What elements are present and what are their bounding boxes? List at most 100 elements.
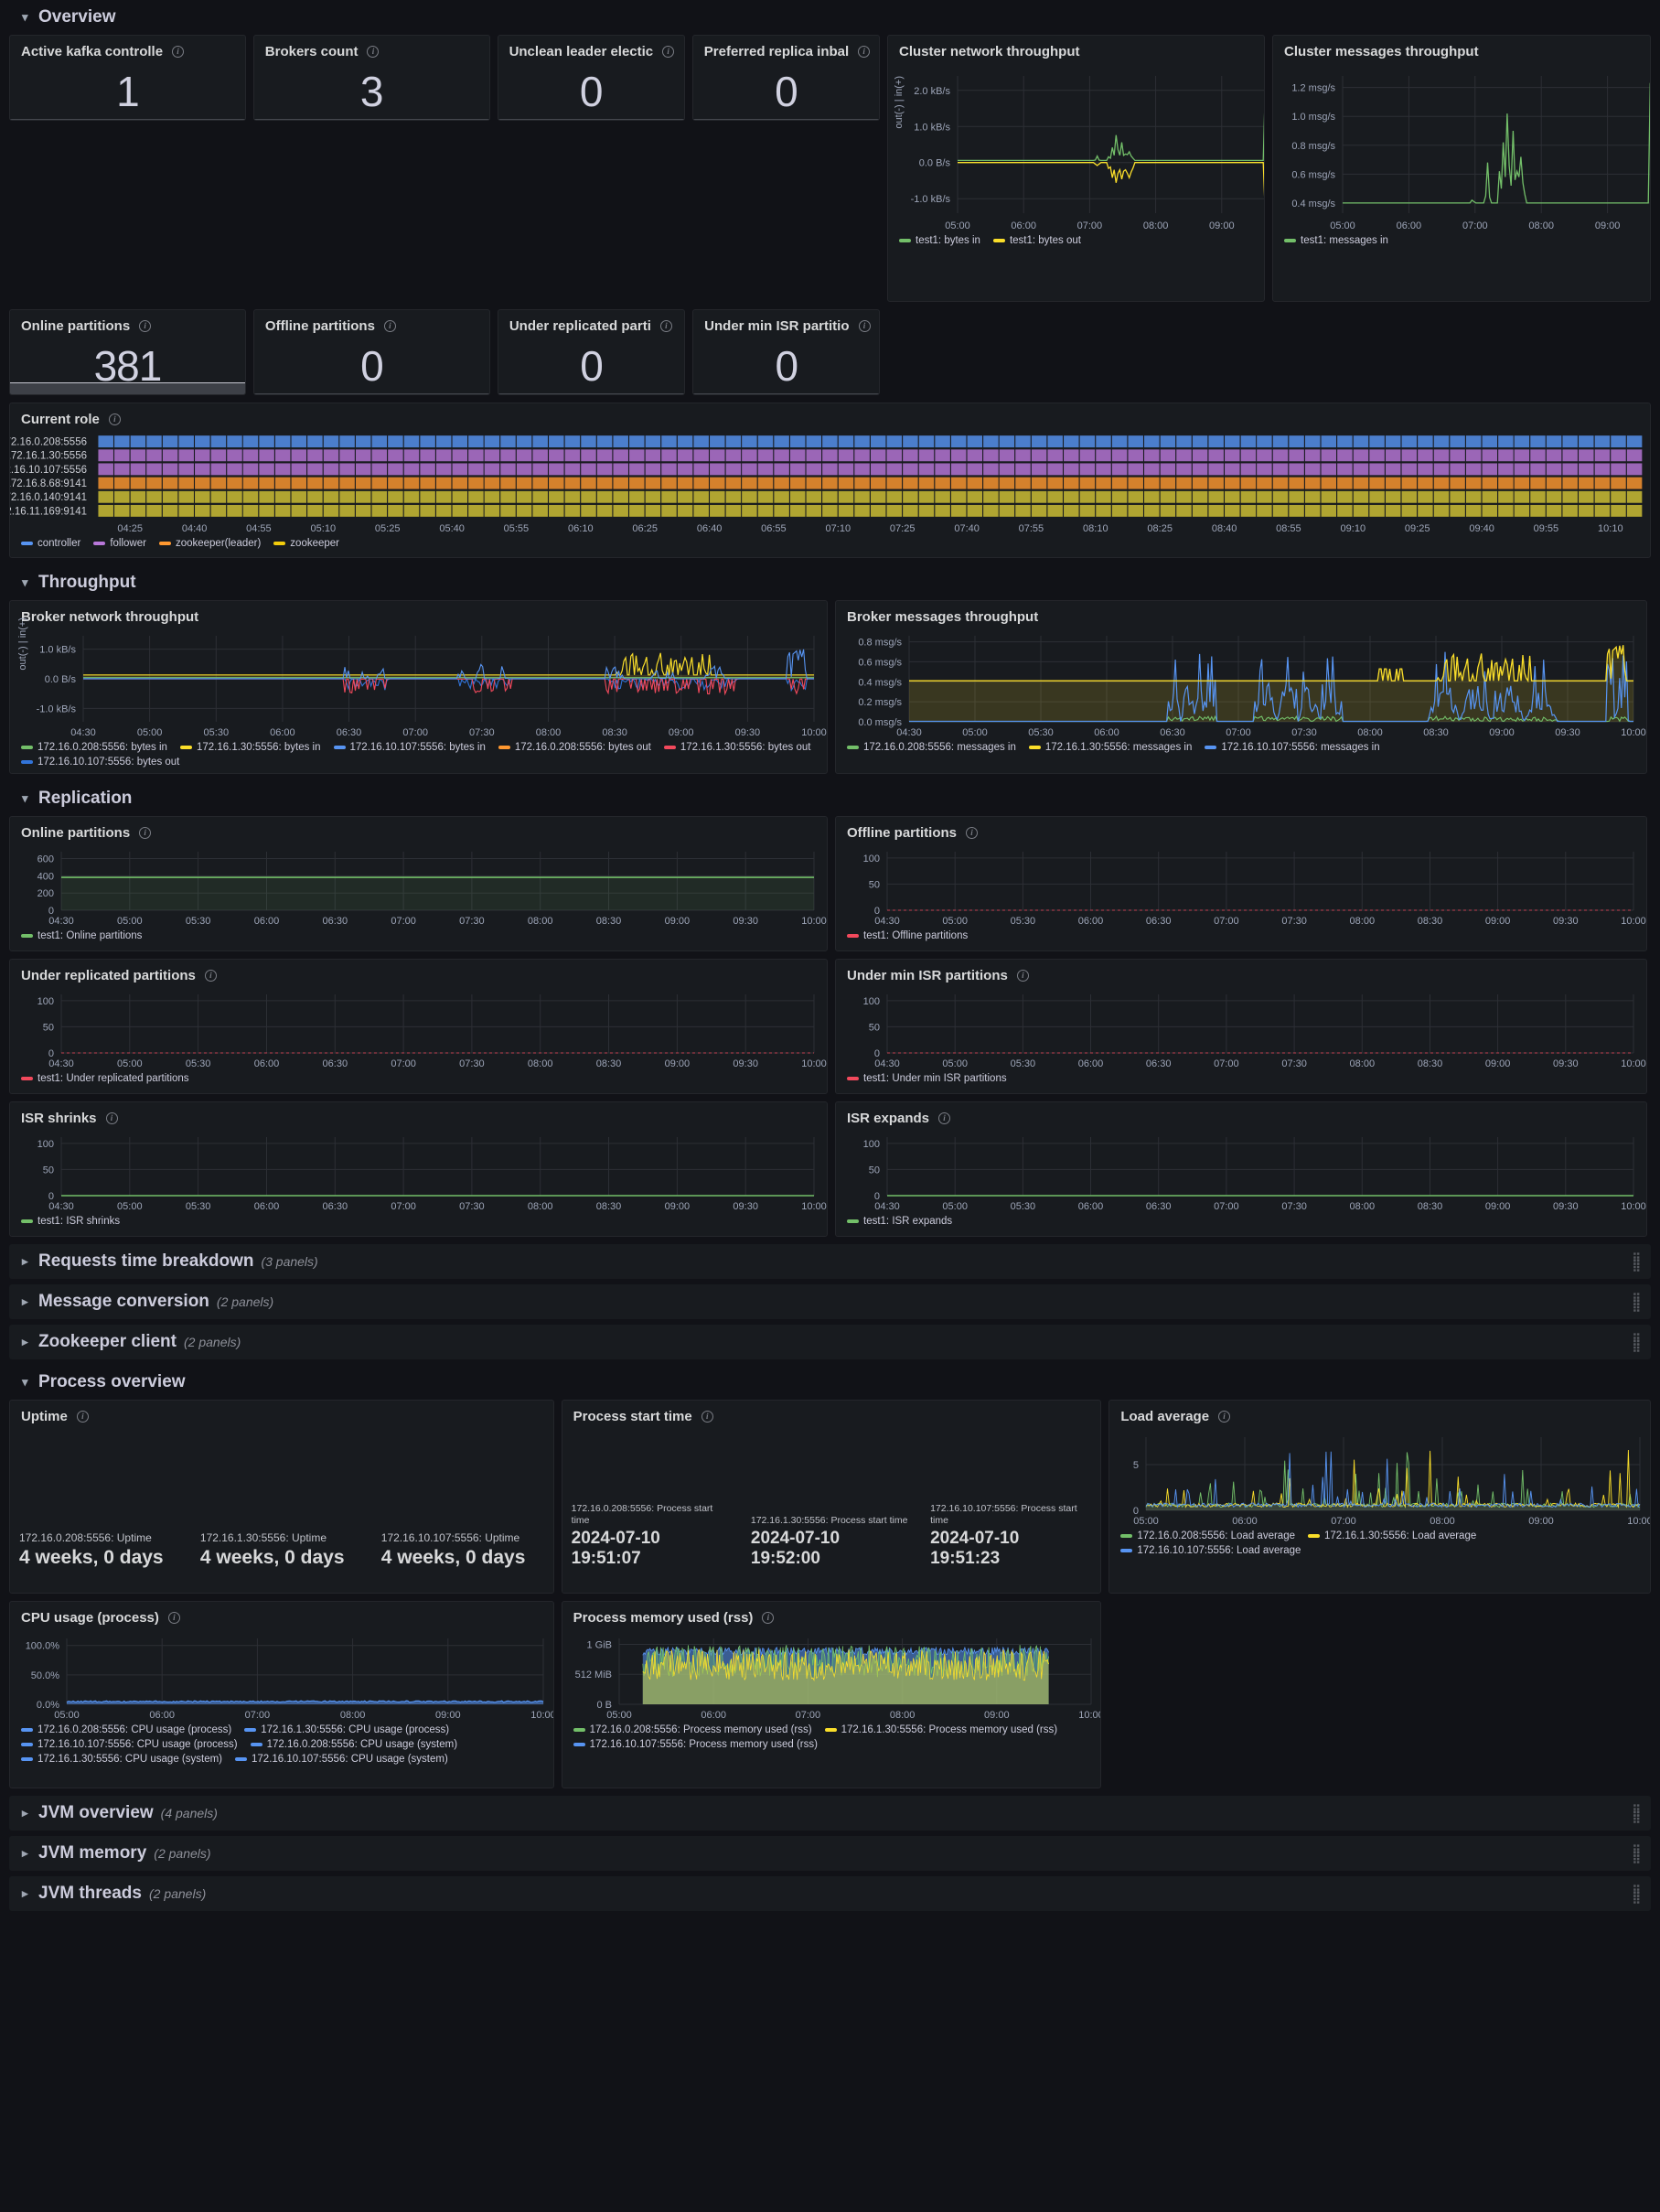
- stat-panel-active-kafka-controller[interactable]: Active kafka controlle i 1: [9, 35, 246, 121]
- stat-panel-unclean-leader-elections[interactable]: Unclean leader electic i 0: [497, 35, 685, 121]
- panel-uptime[interactable]: Uptime i 172.16.0.208:5556: Uptime 4 wee…: [9, 1400, 554, 1594]
- info-icon[interactable]: i: [172, 46, 185, 58]
- drag-handle-icon[interactable]: ⣿ ⣿: [1632, 1251, 1642, 1272]
- legend-item[interactable]: test1: messages in: [1284, 235, 1388, 246]
- info-icon[interactable]: i: [1218, 1411, 1231, 1423]
- legend-item[interactable]: 172.16.1.30:5556: Load average: [1307, 1530, 1476, 1541]
- legend-item[interactable]: test1: ISR shrinks: [21, 1216, 120, 1227]
- legend-item[interactable]: 172.16.0.208:5556: messages in: [847, 742, 1016, 753]
- legend-item[interactable]: zookeeper(leader): [158, 538, 261, 549]
- info-icon[interactable]: i: [167, 1612, 180, 1624]
- row-header-jvm-memory[interactable]: ▸ JVM memory (2 panels) ⣿ ⣿: [9, 1836, 1651, 1871]
- panel-broker-network-throughput[interactable]: Broker network throughput 1.0 kB/s 0.0 B/…: [9, 600, 828, 774]
- panel-load-average[interactable]: Load average i 5 0 05:00 06:00 07:00 08:00 09:…: [1108, 1400, 1651, 1594]
- info-icon[interactable]: i: [659, 320, 672, 332]
- info-icon[interactable]: i: [858, 46, 871, 58]
- legend-item[interactable]: 172.16.10.107:5556: bytes in: [333, 742, 486, 753]
- drag-handle-icon[interactable]: ⣿ ⣿: [1632, 1803, 1642, 1823]
- info-icon[interactable]: i: [762, 1612, 775, 1624]
- panel-online-partitions[interactable]: Online partitions i 600 400 200 0 04:30 05:00…: [9, 816, 828, 951]
- uptime-name: 172.16.1.30:5556: Uptime: [199, 1530, 327, 1544]
- info-icon[interactable]: i: [383, 320, 396, 332]
- legend-item[interactable]: 172.16.0.208:5556: bytes out: [498, 742, 651, 753]
- legend-item[interactable]: test1: ISR expands: [847, 1216, 952, 1227]
- info-icon[interactable]: i: [1016, 970, 1029, 982]
- legend-item[interactable]: 172.16.1.30:5556: messages in: [1028, 742, 1192, 753]
- panel-cpu-usage-process[interactable]: CPU usage (process) i 100.0% 50.0% 0.0% 05:…: [9, 1601, 554, 1788]
- legend-item[interactable]: 172.16.10.107:5556: CPU usage (process): [21, 1739, 238, 1750]
- legend-item[interactable]: test1: Under replicated partitions: [21, 1073, 189, 1084]
- legend-item[interactable]: test1: Under min ISR partitions: [847, 1073, 1007, 1084]
- legend-item[interactable]: zookeeper: [273, 538, 339, 549]
- row-header-requests-time-breakdown[interactable]: ▸ Requests time breakdown (3 panels) ⣿ ⣿: [9, 1244, 1651, 1279]
- info-icon[interactable]: i: [701, 1411, 713, 1423]
- row-header-jvm-threads[interactable]: ▸ JVM threads (2 panels) ⣿ ⣿: [9, 1876, 1651, 1911]
- info-icon[interactable]: i: [76, 1411, 89, 1423]
- info-icon[interactable]: i: [966, 827, 978, 839]
- legend-item[interactable]: follower: [93, 538, 146, 549]
- panel-under-min-isr-partitions[interactable]: Under min ISR partitions i 100 50 0 04:30 05…: [835, 959, 1647, 1094]
- row-header-message-conversion[interactable]: ▸ Message conversion (2 panels) ⣿ ⣿: [9, 1284, 1651, 1319]
- svg-text:09:00: 09:00: [1489, 727, 1515, 738]
- legend-item[interactable]: test1: bytes in: [899, 235, 980, 246]
- legend-item[interactable]: 172.16.0.208:5556: CPU usage (system): [250, 1739, 457, 1750]
- row-header-process-overview[interactable]: ▾ Process overview: [9, 1365, 1651, 1400]
- info-icon[interactable]: i: [367, 46, 380, 58]
- legend-item[interactable]: 172.16.10.107:5556: bytes out: [21, 757, 179, 768]
- panel-process-start-time[interactable]: Process start time i 172.16.0.208:5556: …: [561, 1400, 1102, 1594]
- svg-text:10:00: 10:00: [1621, 727, 1646, 738]
- panel-title: Cluster network throughput: [899, 44, 1080, 59]
- legend-item[interactable]: 172.16.1.30:5556: CPU usage (system): [21, 1754, 222, 1765]
- panel-isr-expands[interactable]: ISR expands i 100 50 0 04:30 05:00 05:30 06:00…: [835, 1101, 1647, 1237]
- legend-item[interactable]: controller: [21, 538, 80, 549]
- row-header-throughput[interactable]: ▾ Throughput: [9, 565, 1651, 600]
- info-icon[interactable]: i: [108, 413, 121, 425]
- legend-item[interactable]: 172.16.0.208:5556: Load average: [1120, 1530, 1295, 1541]
- drag-handle-icon[interactable]: ⣿ ⣿: [1632, 1332, 1642, 1352]
- info-icon[interactable]: i: [662, 46, 675, 58]
- legend-item[interactable]: 172.16.1.30:5556: bytes in: [179, 742, 321, 753]
- legend-item[interactable]: 172.16.0.208:5556: Process memory used (…: [573, 1724, 812, 1735]
- info-icon[interactable]: i: [105, 1112, 118, 1124]
- info-icon[interactable]: i: [858, 320, 871, 332]
- stat-panel-brokers-count[interactable]: Brokers count i 3: [252, 35, 490, 121]
- legend-item[interactable]: 172.16.10.107:5556: CPU usage (system): [235, 1754, 448, 1765]
- legend-item[interactable]: 172.16.1.30:5556: CPU usage (process): [244, 1724, 449, 1735]
- drag-handle-icon[interactable]: ⣿ ⣿: [1632, 1843, 1642, 1863]
- svg-text:07:00: 07:00: [391, 1201, 416, 1212]
- stat-panel-preferred-replica-inbalance[interactable]: Preferred replica inbal i 0: [691, 35, 880, 121]
- info-icon[interactable]: i: [139, 320, 152, 332]
- legend-item[interactable]: 172.16.1.30:5556: bytes out: [663, 742, 810, 753]
- panel-process-memory-used-rss[interactable]: Process memory used (rss) i 1 GiB 512 MiB…: [561, 1601, 1102, 1788]
- row-header-zookeeper-client[interactable]: ▸ Zookeeper client (2 panels) ⣿ ⣿: [9, 1325, 1651, 1359]
- legend-item[interactable]: test1: bytes out: [992, 235, 1081, 246]
- info-icon[interactable]: i: [204, 970, 217, 982]
- legend-item[interactable]: 172.16.10.107:5556: Process memory used …: [573, 1739, 818, 1750]
- row-header-replication[interactable]: ▾ Replication: [9, 781, 1651, 816]
- row-header-jvm-overview[interactable]: ▸ JVM overview (4 panels) ⣿ ⣿: [9, 1796, 1651, 1831]
- stat-panel-under-replicated-partitions[interactable]: Under replicated parti i 0: [497, 309, 686, 395]
- stat-panel-under-min-isr-partitions[interactable]: Under min ISR partitio i 0: [692, 309, 881, 395]
- panel-current-role[interactable]: Current role i 172.16.0.208:5556 172.16.1…: [9, 403, 1651, 558]
- panel-offline-partitions[interactable]: Offline partitions i 100 50 0 04:30 05:00 05:…: [835, 816, 1647, 951]
- panel-title: Online partitions i: [10, 310, 245, 338]
- row-header-overview[interactable]: ▾ Overview: [9, 0, 1651, 35]
- drag-handle-icon[interactable]: ⣿ ⣿: [1632, 1292, 1642, 1312]
- legend-item[interactable]: test1: Offline partitions: [847, 930, 968, 941]
- legend-item[interactable]: test1: Online partitions: [21, 930, 142, 941]
- legend-item[interactable]: 172.16.0.208:5556: bytes in: [21, 742, 167, 753]
- panel-isr-shrinks[interactable]: ISR shrinks i 100 50 0 04:30 05:00 05:30 06:00…: [9, 1101, 828, 1237]
- legend-item[interactable]: 172.16.0.208:5556: CPU usage (process): [21, 1724, 231, 1735]
- legend-item[interactable]: 172.16.10.107:5556: messages in: [1205, 742, 1380, 753]
- stat-panel-offline-partitions[interactable]: Offline partitions i 0: [252, 309, 490, 395]
- legend-item[interactable]: 172.16.10.107:5556: Load average: [1120, 1545, 1301, 1556]
- info-icon[interactable]: i: [938, 1112, 951, 1124]
- info-icon[interactable]: i: [139, 827, 152, 839]
- panel-under-replicated-partitions[interactable]: Under replicated partitions i 100 50 0 04:3…: [9, 959, 828, 1094]
- panel-broker-messages-throughput[interactable]: Broker messages throughput 0.8 msg/s 0.6 …: [835, 600, 1647, 774]
- drag-handle-icon[interactable]: ⣿ ⣿: [1632, 1884, 1642, 1904]
- stat-panel-online-partitions[interactable]: Online partitions i 381: [9, 309, 246, 395]
- legend-item[interactable]: 172.16.1.30:5556: Process memory used (r…: [824, 1724, 1057, 1735]
- panel-cluster-messages-throughput[interactable]: Cluster messages throughput 1.2 msg/s 1.0…: [1272, 35, 1652, 302]
- panel-cluster-network-throughput[interactable]: Cluster network throughput 2.0 kB/s 1.0 k…: [887, 35, 1266, 302]
